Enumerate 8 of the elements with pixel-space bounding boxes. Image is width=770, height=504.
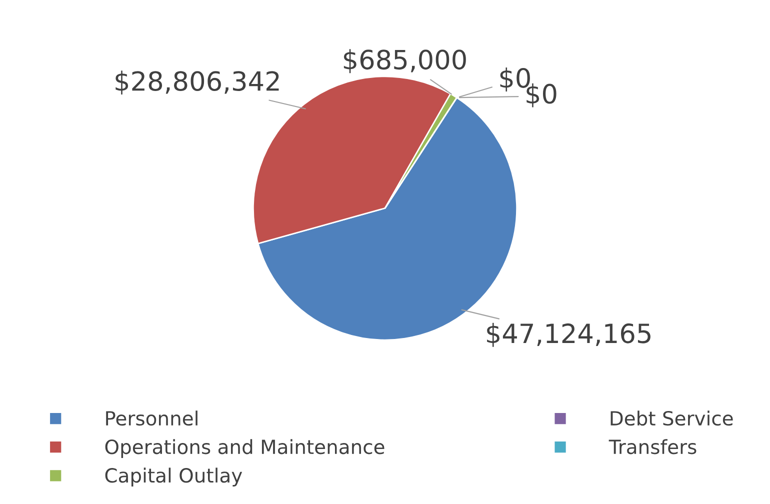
legend-label: Debt Service [610, 410, 733, 426]
data-label: $47,124,165 [487, 322, 650, 347]
legend-label: Transfers [608, 439, 696, 454]
data-label: $28,806,342 [116, 70, 279, 95]
legend-label: Personnel [106, 410, 198, 426]
data-label: $685,000 [344, 49, 466, 74]
legend-label: Capital Outlay [105, 468, 242, 486]
legend-label: Operations and Maintenance [105, 439, 384, 458]
